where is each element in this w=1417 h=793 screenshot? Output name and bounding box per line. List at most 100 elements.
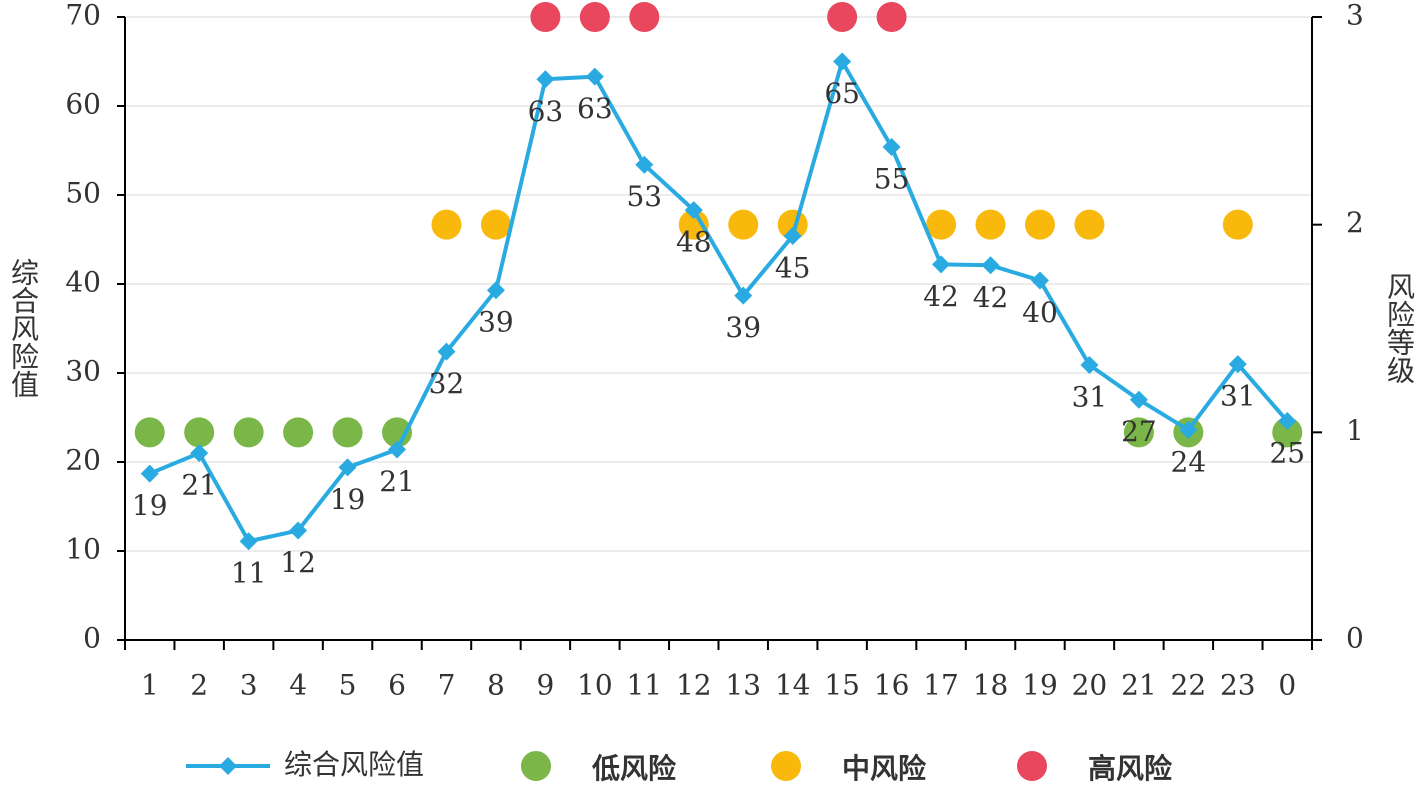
data-label: 19 [330,483,366,516]
level-dot [629,2,660,32]
x-tick-label: 22 [1171,669,1207,702]
level-dot [480,209,511,240]
legend-label: 中风险 [842,752,927,785]
level-dot [283,417,314,448]
data-label: 45 [775,251,811,284]
x-tick-label: 7 [438,669,456,702]
data-label: 55 [874,162,910,195]
y-tick-label: 60 [65,88,101,121]
data-label: 25 [1269,437,1305,470]
data-label: 31 [1072,380,1108,413]
x-tick-label: 15 [824,669,860,702]
data-label: 42 [973,281,1009,314]
x-tick-label: 9 [536,669,554,702]
diamond-marker [981,256,1000,275]
x-tick-label: 19 [1022,669,1058,702]
diamond-marker [1179,420,1198,439]
level-dot [1074,209,1105,240]
legend-label: 综合风险值 [284,748,424,781]
y-tick-label: 30 [65,355,101,388]
level-dot [233,417,264,448]
x-tick-label: 8 [487,669,505,702]
level-dot [579,2,610,32]
data-label: 39 [725,311,761,344]
data-label: 27 [1121,415,1157,448]
x-tick-label: 11 [626,669,662,702]
diamond-marker [585,67,604,86]
level-dot [1272,417,1303,448]
legend-marker [521,751,551,781]
data-label: 24 [1171,445,1207,478]
diamond-marker [1080,355,1099,374]
level-dot [382,417,413,448]
diamond-marker [1228,355,1247,374]
x-tick-label: 16 [874,669,910,702]
legend-marker [1017,751,1047,781]
diamond-marker [140,464,159,483]
data-label: 42 [923,280,959,313]
y2-tick-label: 0 [1346,622,1364,655]
data-label: 63 [528,95,564,128]
data-label: 19 [132,489,168,522]
level-dot [926,209,957,240]
level-dot [777,209,808,240]
level-dot [184,417,215,448]
diamond-marker [833,52,852,71]
diamond-marker [486,281,505,300]
data-label: 48 [676,226,712,259]
diamond-marker [734,286,753,305]
level-dot [1222,209,1253,240]
y-tick-label: 70 [65,0,101,32]
y-tick-label: 40 [65,266,101,299]
data-label: 65 [824,77,860,110]
diamond-marker [536,70,555,89]
level-dot [876,2,907,32]
data-label: 53 [626,180,662,213]
diamond-marker [437,342,456,361]
x-tick-label: 14 [775,669,811,702]
x-tick-label: 17 [923,669,959,702]
y2-axis-label: 风险等级 [1383,272,1416,384]
level-dot [1123,417,1154,448]
data-label: 63 [577,92,613,125]
level-dot [975,209,1006,240]
data-label: 21 [379,465,415,498]
x-tick-label: 18 [973,669,1009,702]
x-tick-label: 2 [190,669,208,702]
diamond-marker [239,532,258,551]
x-tick-label: 3 [240,669,258,702]
diamond-marker [684,201,703,220]
diamond-marker [1030,271,1049,290]
y-tick-label: 20 [65,444,101,477]
level-dot [827,2,858,32]
x-tick-label: 10 [577,669,613,702]
diamond-marker [635,155,654,174]
level-dot [530,2,561,32]
x-tick-label: 0 [1278,669,1296,702]
x-tick-label: 20 [1072,669,1108,702]
diamond-marker [783,226,802,245]
diamond-marker [1129,390,1148,409]
data-label: 12 [280,546,316,579]
y2-tick-label: 3 [1346,0,1364,32]
y2-tick-label: 2 [1346,206,1364,239]
x-tick-label: 1 [141,669,159,702]
x-tick-label: 23 [1220,669,1256,702]
data-label: 21 [181,469,217,502]
x-tick-label: 5 [339,669,357,702]
y2-tick-label: 1 [1346,414,1364,447]
level-dot [431,209,462,240]
series-line [148,59,1289,544]
y-tick-label: 10 [65,533,101,566]
x-tick-label: 21 [1121,669,1157,702]
x-tick-label: 13 [725,669,761,702]
y-tick-label: 0 [83,622,101,655]
legend-label: 低风险 [591,752,677,785]
x-tick-label: 12 [676,669,712,702]
level-dot [332,417,363,448]
diamond-marker [388,440,407,459]
legend-marker [771,751,801,781]
x-tick-label: 6 [388,669,406,702]
level-dot [678,209,709,240]
x-tick-label: 4 [289,669,307,702]
